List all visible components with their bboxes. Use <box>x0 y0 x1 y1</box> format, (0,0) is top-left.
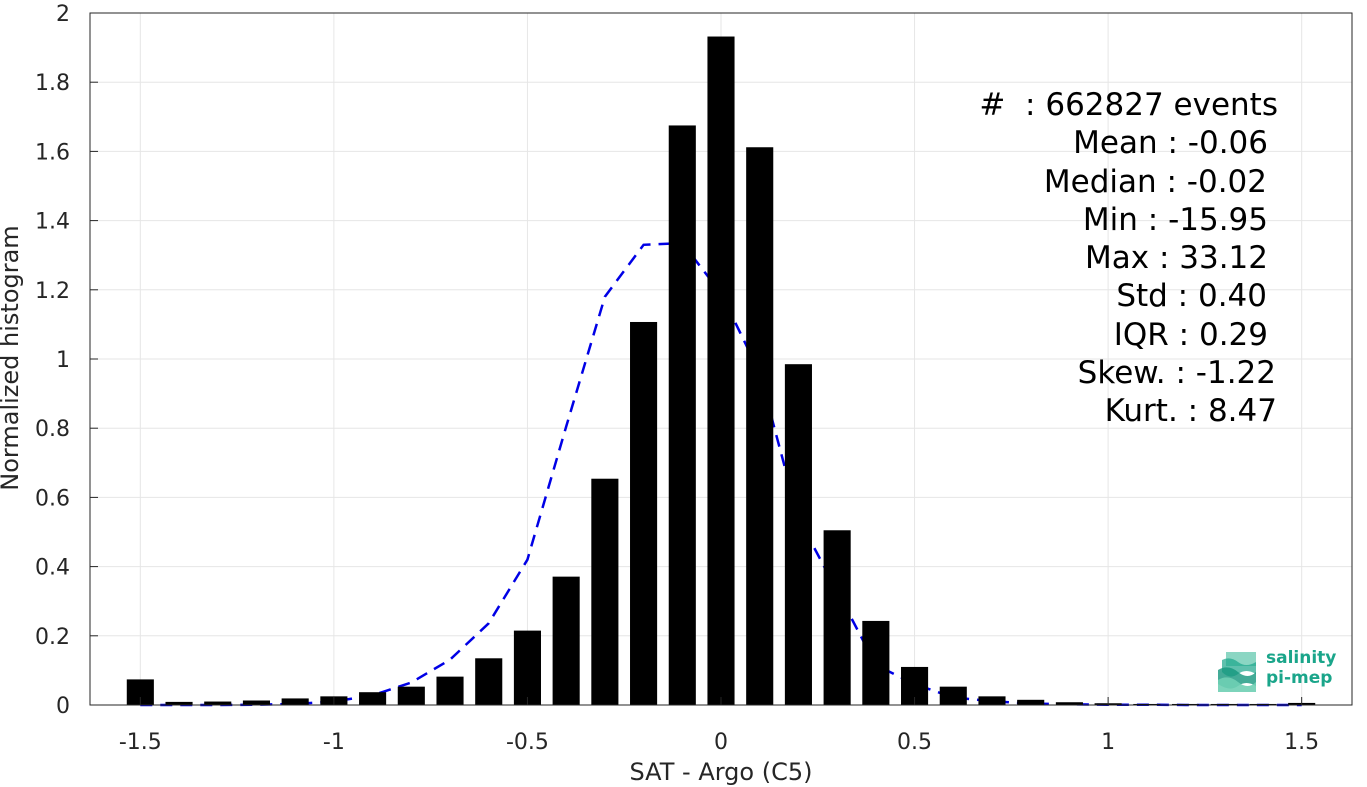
x-tick-labels: -1.5 -1 -0.5 0 0.5 1 1.5 <box>119 730 1319 755</box>
stat-max: Max : 33.12 <box>1085 240 1268 277</box>
stat-min: Min : -15.95 <box>1082 201 1268 238</box>
histogram-bar <box>1171 703 1200 705</box>
y-tick-label: 0.8 <box>35 417 70 442</box>
histogram-bar <box>707 36 735 705</box>
y-tick-label: 1 <box>56 348 70 373</box>
x-tick-label: -1.5 <box>119 730 162 755</box>
bars-group <box>126 36 1316 706</box>
plot-frame <box>89 12 1353 706</box>
x-tick-label: 0 <box>714 730 728 755</box>
y-tick-label: 0.4 <box>35 556 70 581</box>
histogram-bar <box>242 700 271 705</box>
statistics-box: # : 662827 events Mean : -0.06 Median : … <box>940 86 1280 431</box>
histogram-bar <box>1133 703 1161 705</box>
histogram-bar <box>784 364 812 705</box>
histogram-bar <box>668 125 696 705</box>
stat-median: Median : -0.02 <box>1043 163 1267 200</box>
stat-events: # : 662827 events <box>979 87 1278 123</box>
x-tick-label: 0.5 <box>897 730 932 755</box>
stat-iqr: IQR : 0.29 <box>1113 316 1268 353</box>
wave-logo-icon <box>1218 652 1256 692</box>
histogram-bar <box>978 696 1006 705</box>
histogram-bar <box>165 701 193 705</box>
x-tick-label: -0.5 <box>506 730 549 755</box>
histogram-bar <box>1017 699 1045 705</box>
histogram-bar <box>359 692 387 705</box>
axes-group <box>89 12 1353 706</box>
histogram-bar <box>1249 703 1277 705</box>
y-tick-label: 0.2 <box>35 625 70 650</box>
logo-text-pimep: pi-mep <box>1266 668 1333 688</box>
y-tick-label: 0 <box>56 694 70 719</box>
logo-text-salinity: salinity <box>1266 648 1337 668</box>
x-tick-label: 1 <box>1101 730 1115 755</box>
x-axis-label: SAT - Argo (C5) <box>630 758 813 786</box>
y-tick-labels: 0 0.2 0.4 0.6 0.8 1 1.2 1.4 1.6 1.8 2 <box>35 2 70 719</box>
histogram-bar <box>281 698 309 705</box>
histogram-bar <box>823 530 851 705</box>
histogram-bar <box>513 630 541 705</box>
histogram-bar <box>591 478 619 705</box>
y-tick-label: 1.4 <box>35 210 70 235</box>
histogram-bar <box>552 576 580 705</box>
y-tick-label: 0.6 <box>35 486 70 511</box>
stat-mean: Mean : -0.06 <box>1073 125 1268 162</box>
histogram-bar <box>204 701 232 705</box>
x-tick-label: -1 <box>323 730 345 755</box>
stat-kurt: Kurt. : 8.47 <box>1104 393 1277 430</box>
histogram-bar <box>397 686 425 705</box>
y-tick-label: 1.8 <box>35 71 70 96</box>
y-axis-label: Normalized histogram <box>0 225 24 490</box>
stat-std: Std : 0.40 <box>1116 278 1267 315</box>
histogram-bar <box>746 147 774 706</box>
histogram-bar <box>862 620 890 705</box>
histogram-bar <box>1055 702 1083 705</box>
y-tick-label: 1.2 <box>35 279 70 304</box>
histogram-bar <box>475 658 503 705</box>
y-tick-label: 1.6 <box>35 140 70 165</box>
stat-skew: Skew. : -1.22 <box>1077 355 1276 392</box>
salinity-pimep-logo: salinity pi-mep <box>1216 646 1346 696</box>
x-tick-label: 1.5 <box>1284 730 1319 755</box>
histogram-bar <box>436 676 464 705</box>
histogram-bar <box>630 321 658 705</box>
y-tick-label: 2 <box>56 2 70 27</box>
histogram-bar <box>1210 703 1238 705</box>
histogram-bar <box>939 686 967 705</box>
